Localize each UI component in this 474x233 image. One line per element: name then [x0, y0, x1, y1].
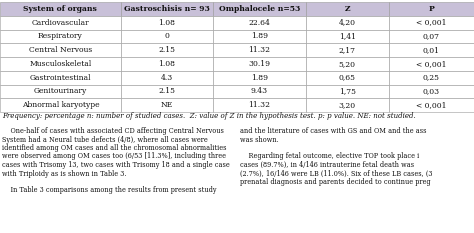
Text: 11.32: 11.32	[248, 101, 271, 109]
Bar	[389, 57, 474, 71]
Text: cases (89.7%), in 4/146 intrauterine fetal death was: cases (89.7%), in 4/146 intrauterine fet…	[240, 161, 414, 169]
Bar	[0, 16, 121, 30]
Text: identified among OM cases and all the chromosomal abnormalities: identified among OM cases and all the ch…	[2, 144, 227, 152]
Bar	[213, 30, 306, 43]
Bar	[213, 16, 306, 30]
Text: (2.7%), 16/146 were LB (11.0%). Six of these LB cases, (3: (2.7%), 16/146 were LB (11.0%). Six of t…	[240, 169, 432, 178]
Text: 4,20: 4,20	[339, 19, 356, 27]
Text: 5,20: 5,20	[339, 60, 356, 68]
Bar	[0, 71, 121, 85]
Text: < 0,001: < 0,001	[416, 101, 447, 109]
Text: 22.64: 22.64	[248, 19, 271, 27]
Bar	[0, 85, 121, 98]
Text: Regarding fetal outcome, elective TOP took place i: Regarding fetal outcome, elective TOP to…	[240, 153, 419, 161]
Text: 2.15: 2.15	[159, 87, 175, 95]
Bar	[306, 57, 389, 71]
Text: Frequency: percentage n: number of studied cases.  Z: value of Z in the hypothes: Frequency: percentage n: number of studi…	[2, 112, 416, 120]
Text: cases with Trisomy 13, two cases with Trisomy 18 and a single case: cases with Trisomy 13, two cases with Tr…	[2, 161, 230, 169]
Bar	[0, 43, 121, 57]
Text: P: P	[428, 5, 434, 13]
Bar	[121, 30, 213, 43]
Text: was shown.: was shown.	[240, 136, 279, 144]
Text: 0,65: 0,65	[339, 74, 356, 82]
Text: System of organs: System of organs	[24, 5, 97, 13]
Text: 0,07: 0,07	[423, 32, 440, 40]
Text: Musculoskeletal: Musculoskeletal	[29, 60, 91, 68]
Bar	[121, 16, 213, 30]
Bar	[0, 2, 121, 16]
Text: Abnormal karyotype: Abnormal karyotype	[22, 101, 99, 109]
Text: Gastroschisis n= 93: Gastroschisis n= 93	[124, 5, 210, 13]
Text: prenatal diagnosis and parents decided to continue preg: prenatal diagnosis and parents decided t…	[240, 178, 430, 186]
Text: 1,41: 1,41	[339, 32, 356, 40]
Text: One-half of cases with associated CD affecting Central Nervous: One-half of cases with associated CD aff…	[2, 127, 224, 135]
Bar	[121, 98, 213, 112]
Text: 1,75: 1,75	[339, 87, 356, 95]
Bar	[213, 43, 306, 57]
Text: < 0,001: < 0,001	[416, 19, 447, 27]
Text: System had a Neural tube defects (4/8), where all cases were: System had a Neural tube defects (4/8), …	[2, 136, 208, 144]
Text: 1.89: 1.89	[251, 32, 268, 40]
Text: 3,20: 3,20	[338, 101, 356, 109]
Bar	[213, 98, 306, 112]
Bar	[389, 43, 474, 57]
Text: 1.89: 1.89	[251, 74, 268, 82]
Bar	[389, 71, 474, 85]
Text: 2.15: 2.15	[159, 46, 175, 54]
Bar	[121, 57, 213, 71]
Text: Z: Z	[345, 5, 350, 13]
Bar	[0, 30, 121, 43]
Bar	[389, 85, 474, 98]
Text: 2,17: 2,17	[339, 46, 356, 54]
Bar	[0, 57, 121, 71]
Bar	[213, 85, 306, 98]
Text: 30.19: 30.19	[248, 60, 271, 68]
Text: 0: 0	[164, 32, 170, 40]
Bar	[213, 71, 306, 85]
Bar	[306, 30, 389, 43]
Bar	[389, 2, 474, 16]
Text: 1.08: 1.08	[159, 60, 175, 68]
Bar	[121, 43, 213, 57]
Text: 0,25: 0,25	[423, 74, 440, 82]
Text: and the literature of cases with GS and OM and the ass: and the literature of cases with GS and …	[240, 127, 427, 135]
Text: 11.32: 11.32	[248, 46, 271, 54]
Text: 0,01: 0,01	[423, 46, 440, 54]
Bar	[0, 98, 121, 112]
Bar	[389, 30, 474, 43]
Bar	[306, 2, 389, 16]
Text: Genitourinary: Genitourinary	[34, 87, 87, 95]
Text: In Table 3 comparisons among the results from present study: In Table 3 comparisons among the results…	[2, 186, 217, 195]
Bar	[213, 2, 306, 16]
Bar	[213, 57, 306, 71]
Text: Respiratory: Respiratory	[38, 32, 83, 40]
Text: 0,03: 0,03	[423, 87, 440, 95]
Text: were observed among OM cases too (6/53 [11.3%], including three: were observed among OM cases too (6/53 […	[2, 153, 226, 161]
Bar	[306, 85, 389, 98]
Text: with Triploidy as is shown in Table 3.: with Triploidy as is shown in Table 3.	[2, 169, 127, 178]
Text: < 0,001: < 0,001	[416, 60, 447, 68]
Bar	[306, 43, 389, 57]
Bar	[121, 85, 213, 98]
Text: 1.08: 1.08	[159, 19, 175, 27]
Text: Omphalocele n=53: Omphalocele n=53	[219, 5, 300, 13]
Bar	[306, 98, 389, 112]
Bar	[306, 16, 389, 30]
Bar	[121, 71, 213, 85]
Text: Cardiovascular: Cardiovascular	[32, 19, 89, 27]
Bar	[306, 71, 389, 85]
Text: 9.43: 9.43	[251, 87, 268, 95]
Text: Central Nervous: Central Nervous	[29, 46, 92, 54]
Text: 4.3: 4.3	[161, 74, 173, 82]
Bar	[389, 16, 474, 30]
Bar	[389, 98, 474, 112]
Text: NE: NE	[161, 101, 173, 109]
Text: Gastrointestinal: Gastrointestinal	[30, 74, 91, 82]
Bar	[121, 2, 213, 16]
